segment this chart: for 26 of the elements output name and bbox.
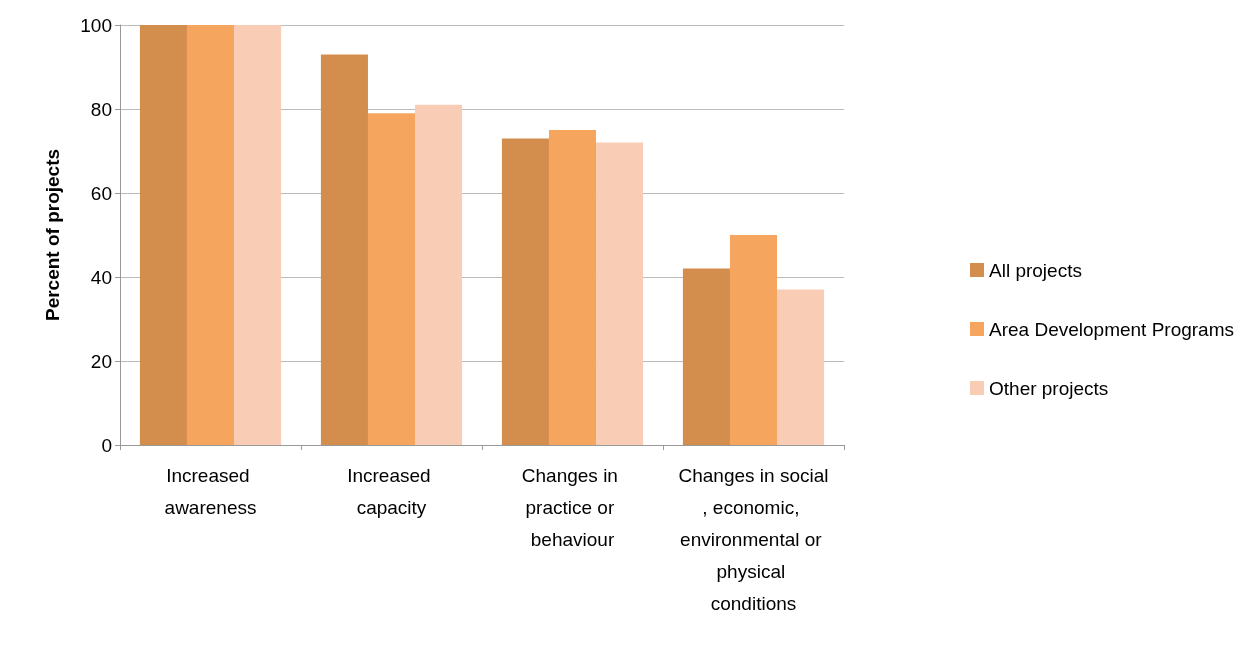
bar (139, 25, 187, 445)
bar (367, 113, 416, 445)
legend-label: Other projects (989, 377, 1109, 399)
bar (320, 54, 368, 445)
bar (777, 289, 825, 445)
y-tick-label: 0 (101, 434, 112, 456)
bar (682, 268, 730, 445)
y-tick-label: 20 (90, 350, 112, 372)
x-tick-label: Changes in practice or behaviour (521, 464, 624, 550)
bar (186, 25, 235, 445)
y-tick-label: 60 (90, 182, 112, 204)
bar (501, 138, 549, 445)
legend-label: Area Development Programs (989, 318, 1234, 340)
bar (234, 25, 282, 445)
y-tick-label: 100 (80, 14, 112, 36)
x-tick-label: Increased awareness (164, 464, 257, 518)
x-tick-label: Increased capacity (347, 464, 436, 518)
legend-label: All projects (989, 259, 1082, 281)
bar (729, 235, 778, 445)
bar (415, 104, 463, 445)
y-axis-title: Percent of projects (42, 148, 63, 322)
y-tick-label: 80 (90, 98, 112, 120)
y-tick-label: 40 (90, 266, 112, 288)
bar (596, 142, 644, 445)
x-tick-label: Changes in social, economic, environmental or physical conditions (678, 464, 829, 614)
bar (548, 130, 597, 445)
